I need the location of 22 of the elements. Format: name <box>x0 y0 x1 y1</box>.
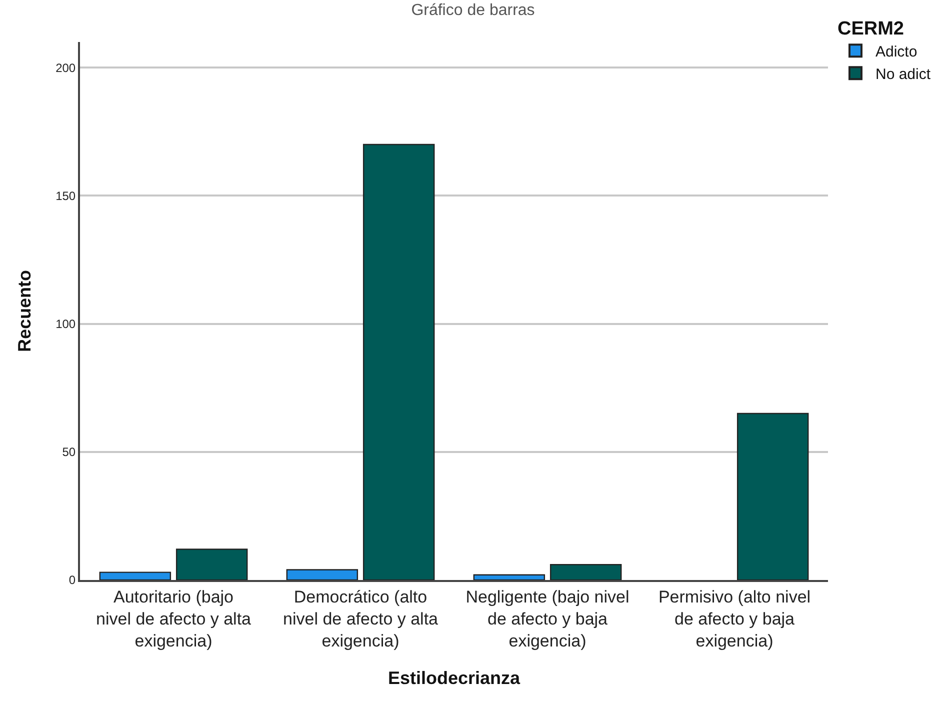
bar <box>550 564 622 580</box>
bar <box>286 569 358 580</box>
y-tick-label: 150 <box>56 188 76 203</box>
bar <box>473 574 546 580</box>
y-tick-label: 50 <box>62 445 76 460</box>
chart-title: Gráfico de barras <box>411 2 535 19</box>
bar <box>736 412 809 580</box>
bar <box>99 572 172 580</box>
x-axis-title: Estilodecrianza <box>388 668 522 688</box>
y-axis-title: Recuento <box>14 270 34 352</box>
legend-label: No adict <box>875 66 932 84</box>
legend-label: Adicto <box>875 44 918 61</box>
y-tick-label: 0 <box>68 573 76 588</box>
bar <box>176 548 248 580</box>
legend-title: CERM2 <box>837 18 904 40</box>
x-tick-label: Autoritario (bajo nivel de afecto y alta exigencia) <box>96 587 252 651</box>
y-tick-label: 100 <box>56 317 76 332</box>
bar <box>362 144 435 580</box>
y-tick-label: 200 <box>56 60 76 75</box>
x-tick-label: Negligente (bajo nivel de afecto y baja exigencia) <box>466 587 630 651</box>
x-tick-label: Permisivo (alto nivel de afecto y baja exigencia) <box>658 587 811 651</box>
x-tick-label: Democrático (alto nivel de afecto y alta exigencia) <box>283 587 439 651</box>
